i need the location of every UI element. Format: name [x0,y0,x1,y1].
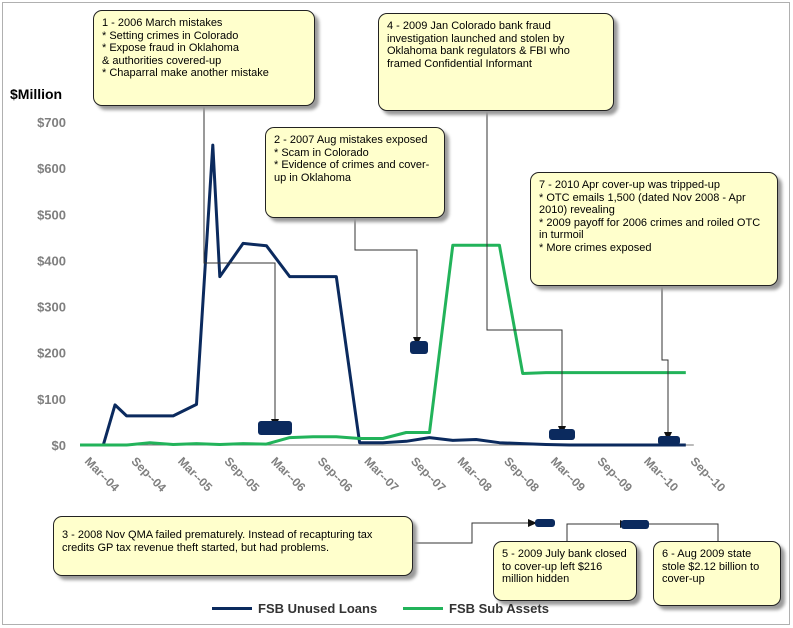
legend-item-unused-loans: FSB Unused Loans [212,601,377,616]
annotation-5: 5 - 2009 July bank closed to cover-up le… [493,541,637,601]
x-tick-label: Sep--04 [128,454,169,495]
y-tick-label: $100 [37,392,66,407]
event-marker [658,436,680,445]
connector-line [566,523,622,541]
connector-line [354,217,418,337]
legend-label-unused-loans: FSB Unused Loans [258,601,378,616]
y-tick-label: $600 [37,161,66,176]
connector-line [413,522,530,544]
event-marker [535,519,555,527]
y-tick-label: $500 [37,207,66,222]
legend-item-sub-assets: FSB Sub Assets [403,601,549,616]
connector-line [661,286,669,432]
x-tick-label: Sep--10 [688,454,729,495]
annotation-7: 7 - 2010 Apr cover-up was tripped-up * O… [530,172,778,286]
x-tick-label: Mar--04 [82,454,122,494]
connector-line [486,111,563,426]
legend-swatch-sub-assets [403,607,443,610]
connector-line [645,523,719,541]
annotation-1: 1 - 2006 March mistakes * Setting crimes… [93,10,315,106]
y-tick-label: $700 [37,115,66,130]
series-line-sub-assets [80,243,686,447]
x-tick-label: Mar--05 [175,454,215,494]
y-tick-label: $400 [37,253,66,268]
legend-swatch-unused-loans [212,607,252,610]
event-marker [258,421,292,435]
x-tick-label: Mar--10 [641,454,681,494]
x-tick-label: Sep--08 [501,454,542,495]
y-axis-label: $Million [10,86,63,102]
event-marker [410,341,428,354]
event-marker [621,520,649,529]
arrowhead [528,519,537,527]
annotation-2: 2 - 2007 Aug mistakes exposed * Scam in … [265,127,445,218]
x-tick-label: Sep--05 [222,454,263,495]
x-tick-label: Mar--09 [548,454,588,494]
annotation-6: 6 - Aug 2009 state stole $2.12 billion t… [653,541,781,606]
event-marker [549,429,575,440]
x-tick-label: Mar--07 [361,454,401,494]
legend-label-sub-assets: FSB Sub Assets [449,601,549,616]
x-tick-label: Sep--06 [315,454,356,495]
y-tick-label: $200 [37,346,66,361]
connector-line [203,105,276,419]
annotation-3: 3 - 2008 Nov QMA failed prematurely. Ins… [53,516,413,576]
y-tick-label: $300 [37,300,66,315]
x-tick-label: Mar--06 [268,454,308,494]
y-tick-label: $0 [52,438,66,453]
series-line-unused-loans [80,143,686,447]
x-tick-label: Sep--07 [408,454,449,495]
x-tick-label: Mar--08 [455,454,495,494]
x-tick-label: Sep--09 [594,454,635,495]
annotation-4: 4 - 2009 Jan Colorado bank fraud investi… [378,13,614,111]
